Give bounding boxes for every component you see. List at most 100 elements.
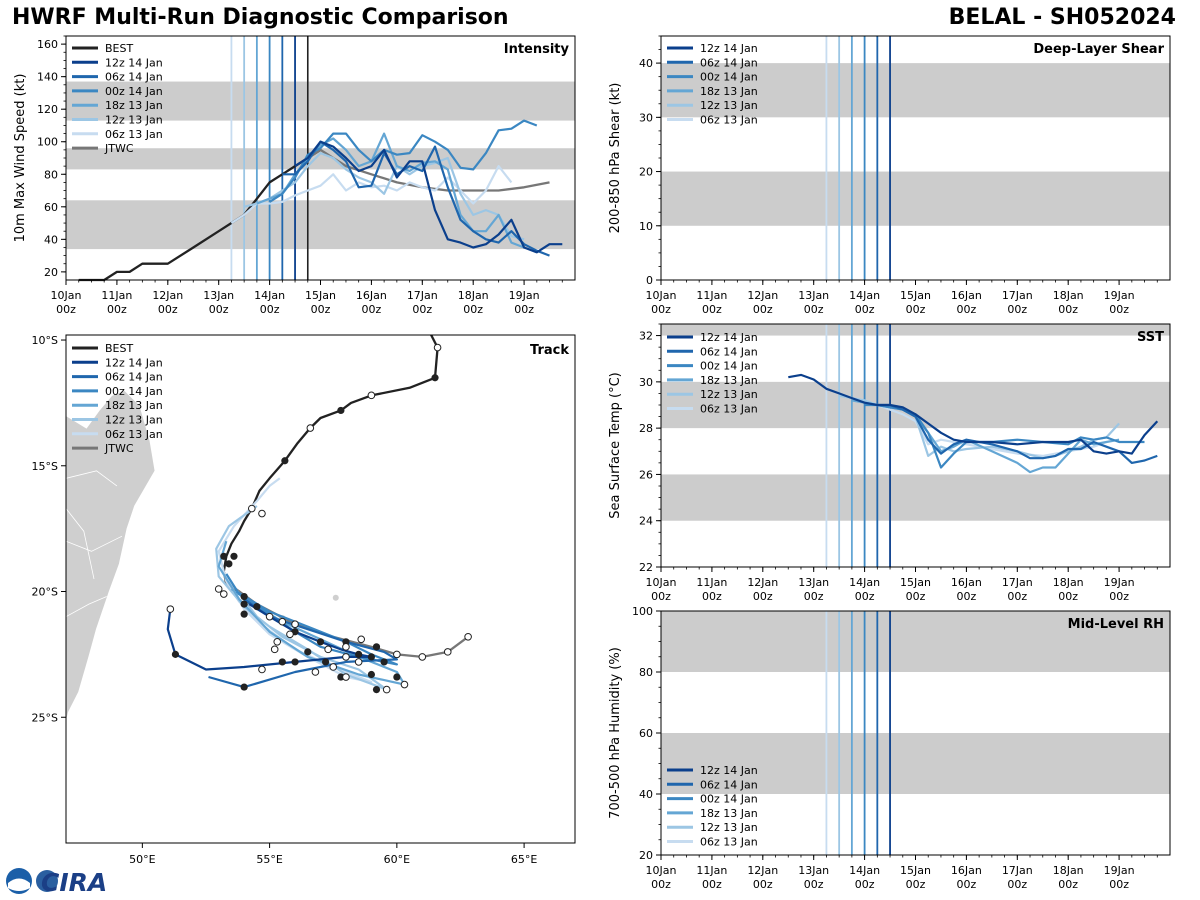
- track-marker-filled: [367, 670, 375, 679]
- track-marker-open: [258, 665, 266, 674]
- rh-xtick-label: 00z: [1109, 878, 1129, 891]
- sst-xtick-label: 19Jan: [1104, 576, 1135, 589]
- intensity-series-line: [230, 165, 513, 225]
- rh-xtick-label: 00z: [651, 878, 671, 891]
- intensity-ytick-label: 140: [37, 71, 58, 84]
- shear-title: Deep-Layer Shear: [1033, 42, 1164, 57]
- shear-xtick-label: 10Jan: [646, 289, 677, 302]
- track-legend-label: 06z 13 Jan: [105, 428, 163, 441]
- intensity-xtick-label: 11Jan: [101, 289, 132, 302]
- track-map-area: [66, 335, 472, 723]
- cira-logo: CIRA: [6, 868, 107, 896]
- track-marker-open: [382, 685, 391, 694]
- intensity-legend-label: BEST: [105, 42, 133, 55]
- sst-xtick-label: 13Jan: [798, 576, 829, 589]
- track-xtick-label: 55°E: [256, 853, 282, 866]
- sst-ytick-label: 28: [639, 422, 653, 435]
- intensity-xtick-label: 15Jan: [305, 289, 336, 302]
- track-marker-open: [247, 504, 256, 513]
- intensity-legend-label: 06z 14 Jan: [105, 71, 163, 84]
- track-marker-open: [418, 653, 427, 661]
- shear-band: [661, 171, 1170, 226]
- shear-xtick-label: 11Jan: [696, 289, 727, 302]
- sst-xtick-label: 00z: [1007, 590, 1027, 603]
- track-marker-filled: [220, 552, 228, 560]
- shear-legend-label: 12z 14 Jan: [700, 42, 758, 55]
- sst-ytick-label: 26: [639, 468, 653, 481]
- intensity-xtick-label: 00z: [56, 303, 76, 316]
- rh-xtick-label: 17Jan: [1002, 864, 1033, 877]
- rh-xtick-label: 00z: [753, 878, 773, 891]
- track-legend-label: 00z 14 Jan: [105, 385, 163, 398]
- intensity-xtick-label: 10Jan: [51, 289, 82, 302]
- rh-ytick-label: 80: [639, 666, 653, 679]
- madagascar-landmass: [66, 389, 156, 723]
- shear-xtick-label: 00z: [957, 303, 977, 316]
- track-marker-open: [166, 605, 175, 613]
- sst-band: [661, 324, 1170, 336]
- intensity-legend-label: 12z 13 Jan: [105, 114, 163, 127]
- track-marker-filled: [337, 406, 345, 415]
- track-marker-filled: [393, 673, 401, 681]
- track-marker-open: [329, 663, 338, 671]
- intensity-legend-label: 18z 13 Jan: [105, 99, 163, 112]
- shear-legend-label: 06z 14 Jan: [700, 56, 758, 69]
- track-marker-filled: [171, 650, 180, 658]
- track-marker-filled: [316, 638, 325, 646]
- intensity-ytick-label: 40: [44, 233, 58, 246]
- sst-xtick-label: 00z: [702, 590, 722, 603]
- track-marker-open: [214, 585, 223, 593]
- shear-legend-label: 18z 13 Jan: [700, 85, 758, 98]
- sst-legend-label: 00z 14 Jan: [700, 360, 758, 373]
- sst-panel: 22242628303210Jan00z11Jan00z12Jan00z13Ja…: [608, 323, 1171, 603]
- sst-xtick-label: 10Jan: [646, 576, 677, 589]
- track-frame: [65, 334, 576, 844]
- intensity-xtick-label: 00z: [362, 303, 382, 316]
- intensity-best-line: [78, 148, 322, 282]
- sst-ytick-label: 30: [639, 376, 653, 389]
- rh-legend-label: 06z 14 Jan: [700, 778, 758, 791]
- track-marker-open: [258, 509, 266, 518]
- track-ytick-label: 15°S: [32, 460, 58, 473]
- intensity-ytick-label: 80: [44, 168, 58, 181]
- shear-xtick-label: 15Jan: [900, 289, 931, 302]
- shear-xtick-label: 17Jan: [1002, 289, 1033, 302]
- shear-legend-label: 06z 13 Jan: [700, 114, 758, 127]
- sst-xtick-label: 14Jan: [849, 576, 880, 589]
- rh-xtick-label: 11Jan: [696, 864, 727, 877]
- track-panel: 50°E 55°E 60°E 65°E 10°S 15°S 20°S 25°S Track BES…: [32, 334, 576, 866]
- cira-logo-text: CIRA: [41, 868, 107, 896]
- sst-xtick-label: 00z: [753, 590, 773, 603]
- track-marker-filled: [278, 658, 286, 666]
- track-marker-filled: [380, 658, 388, 666]
- intensity-xtick-label: 16Jan: [356, 289, 387, 302]
- sst-xtick-label: 18Jan: [1053, 576, 1084, 589]
- track-marker-filled: [240, 610, 248, 618]
- shear-xtick-label: 16Jan: [951, 289, 982, 302]
- intensity-xtick-label: 12Jan: [152, 289, 183, 302]
- track-marker-filled: [304, 648, 312, 656]
- shear-ytick-label: 40: [639, 57, 653, 70]
- track-marker-filled: [253, 603, 261, 611]
- track-legend-label: JTWC: [104, 442, 134, 455]
- rh-xtick-label: 14Jan: [849, 864, 880, 877]
- intensity-legend-label: JTWC: [104, 142, 134, 155]
- track-marker-filled: [355, 650, 363, 658]
- sst-legend-label: 18z 13 Jan: [700, 374, 758, 387]
- track-ytick-label: 25°S: [32, 711, 58, 724]
- rh-xtick-label: 00z: [957, 878, 977, 891]
- track-legend-label: 12z 13 Jan: [105, 414, 163, 427]
- shear-legend-label: 00z 14 Jan: [700, 71, 758, 84]
- intensity-xtick-label: 00z: [311, 303, 331, 316]
- intensity-panel: 2040608010012014016010Jan00z11Jan00z12Ja…: [13, 35, 576, 316]
- rh-xtick-label: 15Jan: [900, 864, 931, 877]
- track-marker-open: [400, 680, 409, 689]
- rh-ytick-label: 20: [639, 849, 653, 862]
- track-marker-open: [342, 643, 350, 651]
- sst-series-line: [877, 403, 1158, 464]
- intensity-series-line: [294, 140, 563, 254]
- rh-xtick-label: 00z: [906, 878, 926, 891]
- rh-panel: 2040608010010Jan00z11Jan00z12Jan00z13Jan…: [608, 605, 1171, 891]
- sst-legend-label: 12z 14 Jan: [700, 331, 758, 344]
